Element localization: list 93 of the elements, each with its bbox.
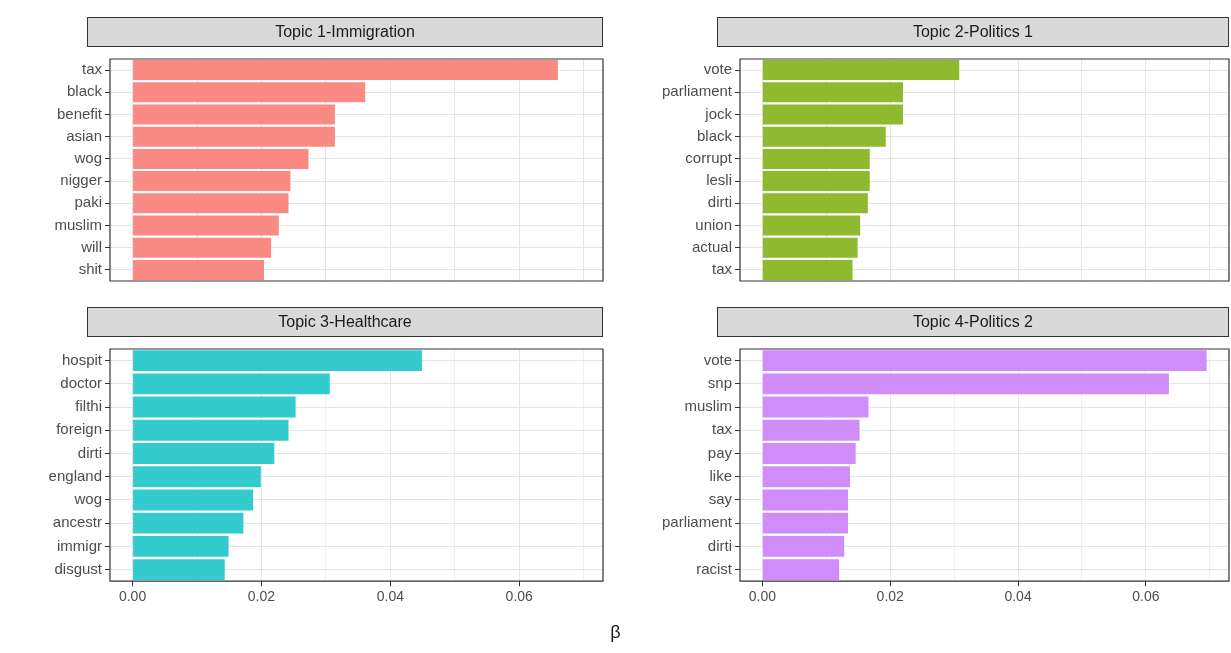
y-tick-label: muslim: [684, 397, 732, 415]
y-tick-label: wog: [73, 149, 102, 167]
y-tick-label: wog: [73, 490, 102, 508]
x-tick-label: 0.00: [748, 588, 777, 605]
y-tick-label: say: [708, 490, 733, 508]
bar: [762, 443, 856, 464]
bar: [762, 215, 861, 236]
bar: [133, 512, 244, 534]
y-tick-label: shit: [78, 260, 103, 278]
bar: [133, 82, 366, 103]
bar: [762, 419, 860, 441]
y-tick-label: doctor: [60, 373, 102, 391]
y-tick-label: tax: [81, 60, 103, 78]
bar: [762, 148, 870, 169]
bar: [133, 466, 261, 488]
x-tick-label: 0.04: [376, 588, 405, 605]
y-tick-label: filthi: [75, 397, 102, 415]
chart-title: Topic 3-Healthcare: [87, 307, 603, 337]
y-tick-label: immigr: [57, 536, 102, 554]
y-tick-label: actual: [691, 237, 732, 255]
y-tick-label: parliament: [661, 513, 733, 531]
y-tick-label: benefit: [56, 104, 103, 122]
y-tick-label: parliament: [661, 82, 733, 100]
chart-title: Topic 4-Politics 2: [717, 307, 1229, 337]
bar: [133, 60, 558, 81]
bar: [762, 396, 869, 418]
y-tick-label: black: [66, 82, 103, 100]
y-tick-label: like: [709, 466, 732, 484]
bar: [762, 535, 845, 557]
bar: [133, 237, 272, 258]
bar: [762, 60, 960, 81]
y-tick-label: nigger: [60, 171, 102, 189]
x-tick-label: 0.06: [1132, 588, 1160, 605]
bar: [133, 126, 335, 147]
bar: [133, 535, 229, 557]
bar: [133, 171, 291, 192]
bar: [133, 559, 225, 581]
y-tick-label: dirti: [707, 536, 732, 554]
y-tick-label: racist: [696, 559, 733, 577]
y-tick-label: tax: [711, 260, 733, 278]
y-tick-label: muslim: [54, 215, 102, 233]
bar: [133, 350, 422, 372]
y-tick-label: jock: [704, 104, 733, 122]
bar: [762, 126, 886, 147]
x-tick-label: 0.04: [1004, 588, 1032, 605]
bar: [762, 193, 868, 214]
x-axis-title: β: [609, 622, 622, 643]
y-tick-label: vote: [703, 60, 732, 78]
y-tick-label: paki: [74, 193, 102, 211]
bar: [133, 396, 296, 418]
x-tick-label: 0.06: [505, 588, 534, 605]
y-tick-label: hospit: [61, 350, 103, 368]
bar: [133, 193, 289, 214]
y-tick-label: will: [80, 237, 102, 255]
bar: [762, 237, 858, 258]
bar: [133, 215, 279, 236]
bar: [762, 373, 1169, 395]
y-tick-label: lesli: [706, 171, 732, 189]
chart-title: Topic 1-Immigration: [87, 17, 603, 47]
bar: [762, 512, 849, 534]
bar: [133, 373, 330, 395]
y-tick-label: foreign: [56, 420, 102, 438]
y-tick-label: tax: [711, 420, 733, 438]
x-tick-label: 0.02: [247, 588, 276, 605]
bar: [762, 466, 850, 488]
x-tick-label: 0.00: [118, 588, 147, 605]
y-tick-label: union: [695, 215, 732, 233]
bar: [762, 104, 903, 125]
y-tick-label: black: [696, 126, 733, 144]
y-tick-label: vote: [703, 350, 732, 368]
bar: [133, 419, 289, 441]
x-tick-label: 0.02: [876, 588, 905, 605]
bar: [762, 559, 840, 581]
bar: [133, 104, 335, 125]
y-tick-label: disgust: [54, 559, 103, 577]
y-tick-label: snp: [707, 373, 732, 391]
bar: [133, 443, 275, 464]
y-tick-label: england: [48, 466, 102, 484]
chart-title: Topic 2-Politics 1: [717, 17, 1229, 47]
y-tick-label: asian: [66, 126, 102, 144]
bar: [762, 350, 1207, 372]
bar: [133, 489, 254, 511]
bar: [133, 148, 309, 169]
y-tick-label: pay: [707, 443, 733, 461]
bar: [762, 489, 849, 511]
bar: [762, 259, 853, 280]
y-tick-label: dirti: [77, 443, 102, 461]
y-tick-label: ancestr: [52, 513, 102, 531]
bar: [762, 82, 903, 103]
bar: [762, 171, 870, 192]
y-tick-label: dirti: [707, 193, 732, 211]
y-tick-label: corrupt: [685, 149, 733, 167]
bar: [133, 259, 265, 280]
